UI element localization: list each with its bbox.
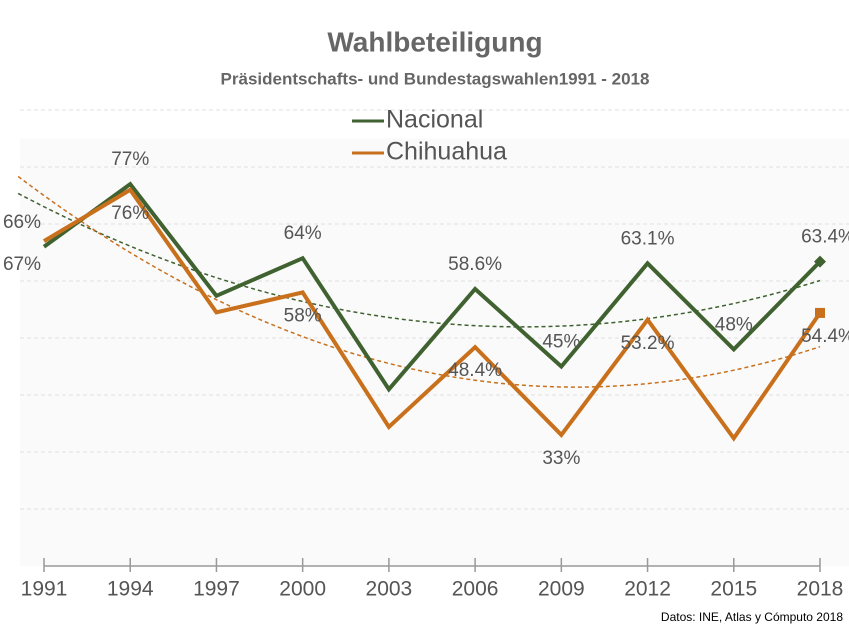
x-tick-label: 2012 [624, 578, 671, 601]
chart-title: Wahlbeteiligung [327, 26, 542, 57]
legend-label: Chihuahua [386, 138, 507, 166]
legend-label: Nacional [386, 106, 483, 134]
data-label: 67% [3, 254, 41, 275]
data-label: 45% [542, 332, 580, 353]
plot-background [20, 138, 849, 566]
data-label: 64% [284, 223, 322, 244]
series-line [42, 187, 822, 442]
data-label: 66% [3, 212, 41, 233]
marker [814, 255, 826, 268]
data-label: 54.4% [801, 326, 849, 347]
x-tick-label: 1991 [21, 578, 68, 601]
x-tick-label: 2018 [797, 578, 844, 601]
x-tick-label: 1997 [193, 578, 240, 601]
data-label: 77% [111, 149, 149, 170]
data-label: 63.1% [621, 228, 675, 249]
x-tick-label: 2009 [538, 578, 585, 601]
x-tick-label: 2015 [710, 578, 757, 601]
x-tick-label: 2000 [279, 578, 326, 601]
data-label: 33% [542, 448, 580, 469]
data-label: 58.6% [448, 254, 502, 275]
x-tick-label: 2003 [366, 578, 413, 601]
trendline [17, 175, 821, 388]
data-label: 53.2% [621, 333, 675, 354]
data-label: 76% [111, 203, 149, 224]
data-label: 63.4% [801, 227, 849, 248]
x-tick-label: 1994 [107, 578, 154, 601]
data-label: 48% [715, 314, 753, 335]
data-label: 48.4% [448, 360, 502, 381]
series-line [42, 181, 822, 393]
source-note: Datos: INE, Atlas y Cómputo 2018 [661, 610, 843, 624]
trendline [17, 192, 821, 328]
marker [815, 307, 825, 318]
x-tick-label: 2006 [452, 578, 499, 601]
chart-subtitle: Präsidentschafts- und Bundestagswahlen19… [221, 69, 650, 88]
data-label: 58% [284, 305, 322, 326]
